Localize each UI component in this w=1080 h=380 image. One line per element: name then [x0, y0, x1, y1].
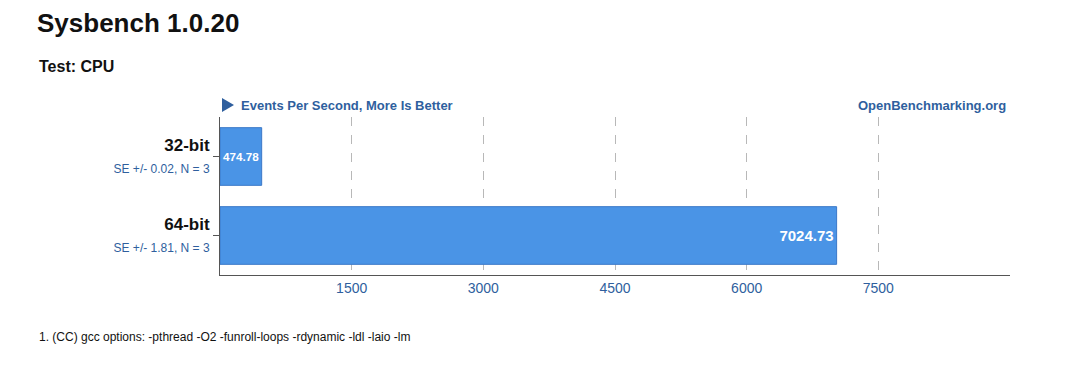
- svg-text:4500: 4500: [599, 280, 630, 296]
- svg-text:3000: 3000: [468, 280, 499, 296]
- svg-text:64-bitSE +/- 1.81, N = 3: 64-bitSE +/- 1.81, N = 3: [114, 215, 210, 255]
- svg-text:7500: 7500: [863, 280, 894, 296]
- svg-text:474.78: 474.78: [223, 150, 259, 163]
- svg-text:7024.73: 7024.73: [779, 227, 833, 244]
- svg-text:1. (CC) gcc options: -pthread: 1. (CC) gcc options: -pthread -O2 -funro…: [39, 330, 410, 344]
- svg-text:Test: CPU: Test: CPU: [39, 58, 114, 75]
- svg-text:Events Per Second, More Is Bet: Events Per Second, More Is Better: [241, 98, 453, 113]
- svg-text:Sysbench 1.0.20: Sysbench 1.0.20: [37, 8, 239, 38]
- svg-text:OpenBenchmarking.org: OpenBenchmarking.org: [858, 98, 1006, 113]
- svg-text:32-bitSE +/- 0.02, N = 3: 32-bitSE +/- 0.02, N = 3: [114, 136, 210, 176]
- svg-text:6000: 6000: [731, 280, 762, 296]
- svg-text:1500: 1500: [336, 280, 367, 296]
